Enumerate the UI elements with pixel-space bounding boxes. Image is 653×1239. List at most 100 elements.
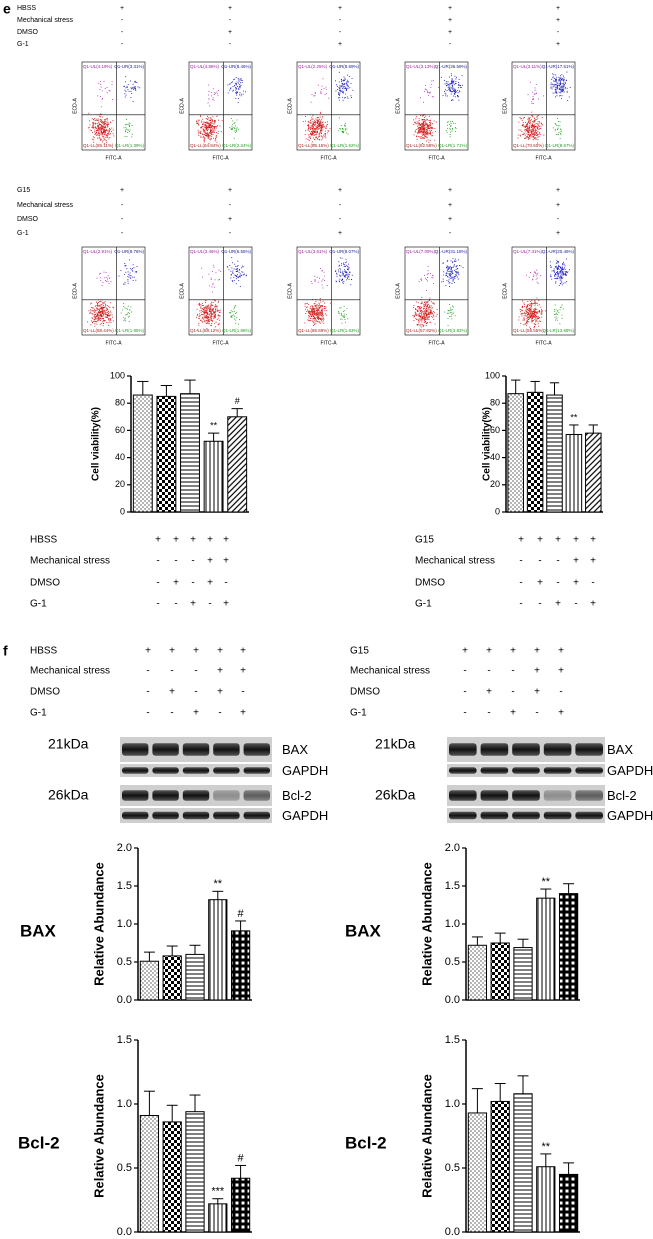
quadrant-label: Q1-LR(2.24%) [222,143,252,148]
event-dot [204,315,205,316]
condition-label: Mechanical stress [30,666,110,677]
event-dot [125,314,126,315]
event-dot [100,114,101,115]
event-dot [107,130,108,131]
event-dot [531,311,532,312]
bar [209,1204,227,1232]
event-dot [317,310,318,311]
event-dot [208,117,209,118]
event-dot [209,139,210,140]
event-dot [215,304,216,305]
event-dot [421,315,422,316]
event-dot [217,319,218,320]
condition-sign: - [557,216,560,223]
event-dot [524,130,525,131]
event-dot [562,318,563,319]
event-dot [342,319,343,320]
event-dot [432,313,433,314]
y-tick-label: 100 [110,370,125,380]
event-dot [130,91,131,92]
event-dot [456,261,457,262]
event-dot [94,323,95,324]
event-dot [536,279,537,280]
event-dot [451,91,452,92]
event-dot [557,86,558,87]
condition-sign: + [217,687,223,698]
event-dot [234,123,235,124]
event-dot [565,87,566,88]
condition-sign: - [121,230,124,237]
event-dot [349,267,350,268]
event-dot [427,322,428,323]
quadrant-label: Q1-UR(8.07%) [329,249,359,254]
event-dot [239,87,240,88]
event-dot [108,133,109,134]
error-bar [495,1084,506,1102]
event-dot [319,304,320,305]
event-dot [430,140,431,141]
event-dot [213,283,214,284]
event-dot [108,123,109,124]
event-dot [425,120,426,121]
event-dot [529,305,530,306]
event-dot [561,89,562,90]
event-dot [563,275,564,276]
event-dot [320,307,321,308]
event-dot [556,268,557,269]
event-dot [446,273,447,274]
event-dot [219,323,220,324]
event-dot [441,77,442,78]
event-dot [560,271,561,272]
event-dot [105,123,106,124]
event-dot [97,314,98,315]
event-dot [422,324,423,325]
event-dot [320,125,321,126]
event-dot [560,309,561,310]
event-dot [203,314,204,315]
condition-sign: + [240,646,246,657]
condition-sign: - [121,216,124,223]
event-dot [319,128,320,129]
flow-plot: Q1-UL(3.46%)Q1-UR(6.55%)Q1-LL(88.12%)Q1-… [179,247,252,346]
event-dot [203,130,204,131]
event-dot [530,134,531,135]
event-dot [534,127,535,128]
event-dot [456,77,457,78]
event-dot [97,120,98,121]
quadrant-label: Q1-LR(8.67%) [545,143,575,148]
event-dot [342,91,343,92]
event-dot [452,128,453,129]
event-dot [207,314,208,315]
event-dot [423,137,424,138]
event-dot [313,311,314,312]
event-dot [341,263,342,264]
event-dot [554,78,555,79]
event-dot [229,127,230,128]
event-dot [234,264,235,265]
event-dot [565,271,566,272]
event-dot [537,316,538,317]
event-dot [233,90,234,91]
event-dot [433,96,434,97]
event-dot [539,317,540,318]
event-dot [545,310,546,311]
event-dot [341,323,342,324]
event-dot [312,306,313,307]
event-dot [424,311,425,312]
event-dot [530,82,531,83]
event-dot [211,304,212,305]
event-dot [423,304,424,305]
condition-sign: + [240,708,246,719]
y-axis-title: Relative Abundance [91,862,106,986]
event-dot [527,125,528,126]
y-tick-label: 2.0 [117,842,132,854]
condition-sign: + [169,646,175,657]
condition-sign: - [339,202,342,209]
event-dot [422,319,423,320]
event-dot [313,124,314,125]
event-dot [91,313,92,314]
event-dot [236,283,237,284]
event-dot [565,275,566,276]
event-dot [348,269,349,270]
